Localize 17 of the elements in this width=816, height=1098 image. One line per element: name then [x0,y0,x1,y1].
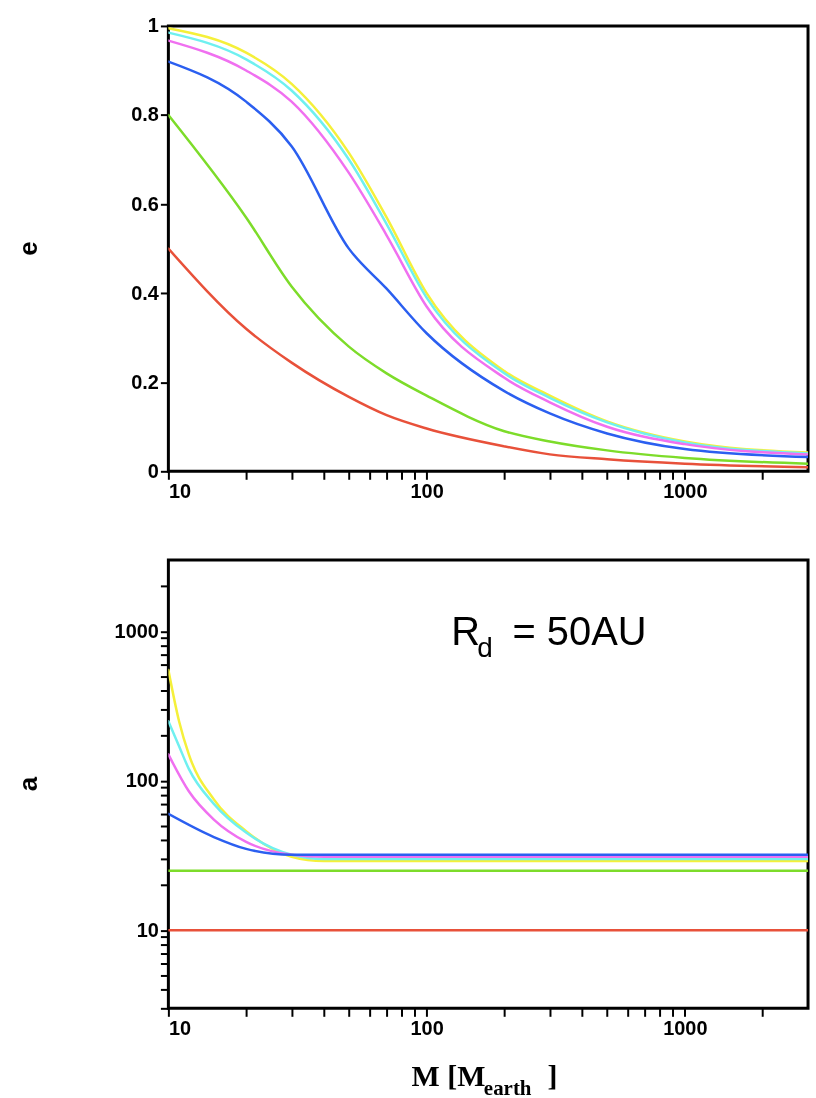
y-tick-label: 1 [147,14,159,37]
x-tick-label: 100 [410,479,444,502]
y-tick-label: 0 [147,459,159,482]
x-tick-label: 10 [168,479,192,502]
y-tick-label: 0.2 [131,370,159,393]
y-tick-label: 100 [125,769,159,792]
y-tick-label: 0.8 [131,103,159,126]
x-tick-label: 1000 [663,1016,708,1039]
y-tick-label: 1000 [114,619,159,642]
y-axis-title: e [13,241,42,256]
y-axis-title: a [13,776,42,792]
y-tick-label: 0.4 [131,281,159,304]
x-tick-label: 10 [168,1016,192,1039]
x-tick-label: 1000 [663,479,708,502]
x-tick-label: 100 [410,1016,444,1039]
y-tick-label: 10 [136,918,159,941]
y-tick-label: 0.6 [131,192,159,215]
